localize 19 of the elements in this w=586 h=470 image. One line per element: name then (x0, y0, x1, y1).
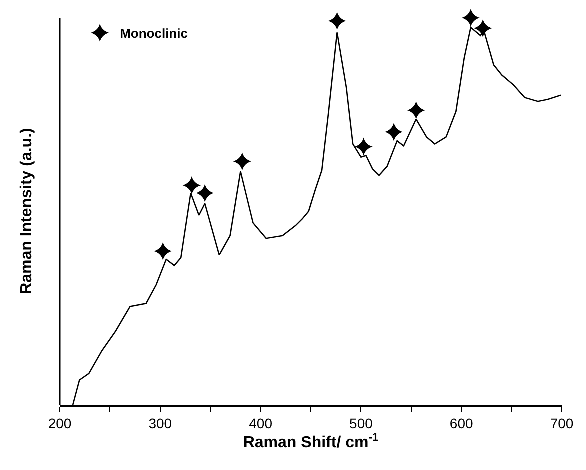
point (462, 8, 480, 28)
point (407, 101, 426, 120)
x-tick-label: 400 (249, 416, 273, 432)
x-tick-label: 600 (450, 416, 474, 432)
point (196, 184, 214, 202)
x-tick-label: 700 (550, 416, 574, 432)
y-axis-title: Raman Intensity (a.u.) (18, 128, 36, 294)
point (384, 123, 404, 142)
point (233, 152, 252, 171)
x-tick-label: 500 (350, 416, 374, 432)
point (182, 176, 202, 195)
x-axis-title: Raman Shift/ cm$^{-1}$ (243, 432, 379, 452)
point (154, 242, 172, 260)
x-tick-label: 300 (148, 416, 172, 432)
point (328, 12, 346, 30)
legend-label: Monoclinic (120, 26, 188, 42)
point (354, 138, 373, 156)
point (474, 19, 492, 38)
x-tick-label: 200 (48, 416, 72, 432)
